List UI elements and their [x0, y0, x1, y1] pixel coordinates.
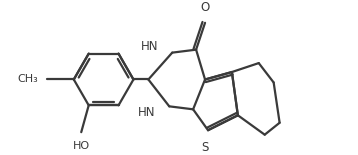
Text: O: O [200, 1, 210, 14]
Text: HN: HN [138, 106, 156, 119]
Text: S: S [201, 141, 209, 154]
Text: HO: HO [73, 141, 90, 151]
Text: CH₃: CH₃ [17, 75, 38, 84]
Text: HN: HN [141, 40, 159, 53]
